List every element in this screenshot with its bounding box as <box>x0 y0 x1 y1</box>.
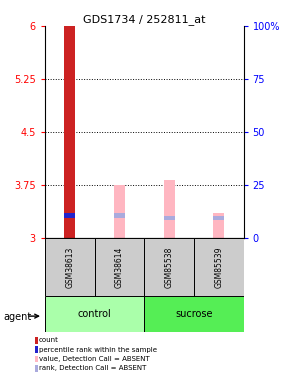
Text: GSM38613: GSM38613 <box>65 246 74 288</box>
Text: value, Detection Call = ABSENT: value, Detection Call = ABSENT <box>39 356 150 362</box>
Bar <box>213 213 224 238</box>
Text: agent: agent <box>3 312 31 322</box>
Title: GDS1734 / 252811_at: GDS1734 / 252811_at <box>83 14 206 25</box>
Text: GSM85538: GSM85538 <box>165 246 174 288</box>
Bar <box>164 180 175 238</box>
Bar <box>144 238 194 296</box>
Bar <box>45 296 144 332</box>
Text: count: count <box>39 338 59 344</box>
Bar <box>64 213 75 217</box>
Bar <box>114 213 125 217</box>
Bar <box>144 296 244 332</box>
Bar <box>194 238 244 296</box>
Bar <box>164 216 175 220</box>
Bar <box>95 238 144 296</box>
Text: rank, Detection Call = ABSENT: rank, Detection Call = ABSENT <box>39 365 146 371</box>
Bar <box>45 238 95 296</box>
Text: GSM38614: GSM38614 <box>115 246 124 288</box>
Text: control: control <box>78 309 111 319</box>
Bar <box>64 26 75 238</box>
Text: GSM85539: GSM85539 <box>214 246 223 288</box>
Bar <box>213 216 224 220</box>
Text: percentile rank within the sample: percentile rank within the sample <box>39 346 157 352</box>
Text: sucrose: sucrose <box>175 309 213 319</box>
Bar <box>114 185 125 238</box>
